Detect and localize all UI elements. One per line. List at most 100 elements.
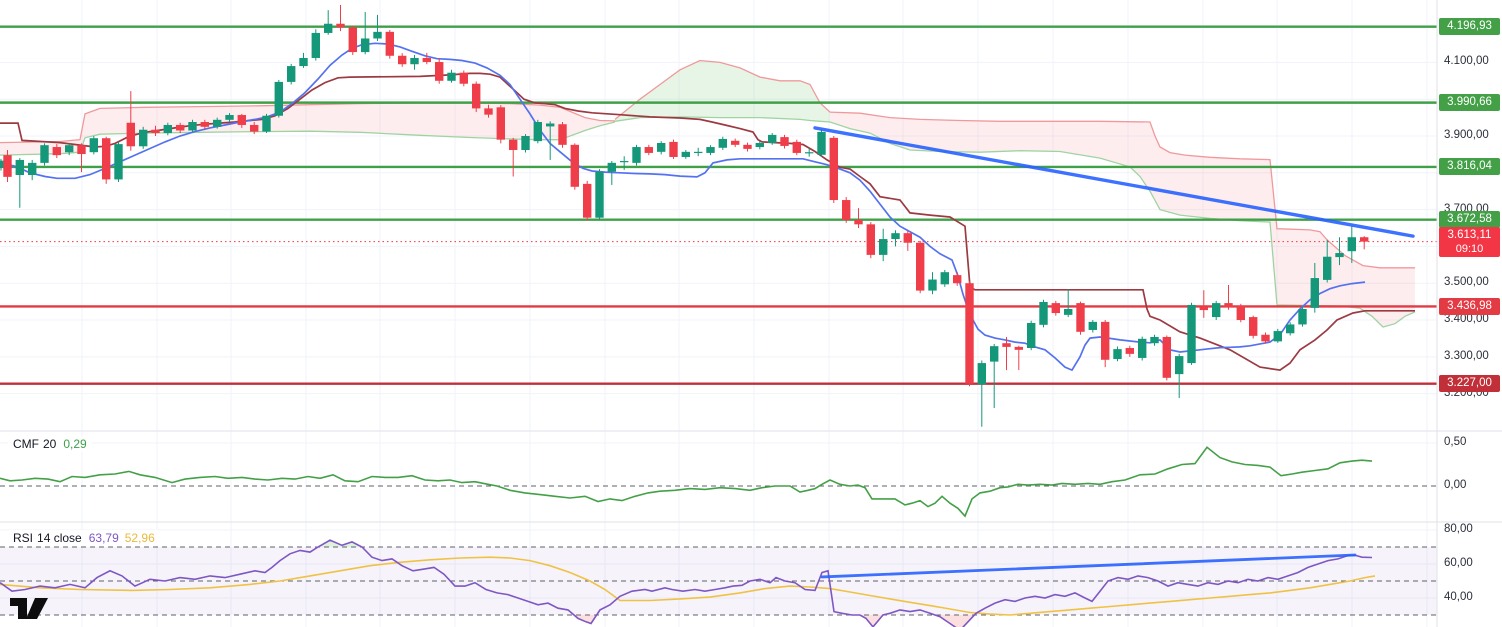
candle-down (348, 27, 357, 53)
axis-price-label: 0,50 (1444, 436, 1467, 448)
cmf-line (0, 446, 1373, 518)
candle-up (694, 151, 703, 154)
candle-down (1101, 321, 1110, 360)
candle-up (632, 147, 641, 163)
candle-up (521, 136, 530, 150)
cmf-legend[interactable]: CMF 20 0,29 (8, 436, 92, 452)
trendline-main[interactable] (813, 126, 1415, 238)
candle-up (1027, 322, 1036, 348)
candle-down (842, 200, 851, 220)
candle-up (1335, 253, 1344, 258)
candle-up (311, 32, 320, 58)
candle-up (607, 162, 616, 172)
candle-down (472, 83, 481, 109)
candle-down (1249, 317, 1258, 336)
rsi-legend[interactable]: RSI 14 close 63,79 52,96 (8, 530, 160, 546)
candle-up (706, 147, 715, 153)
cmf-title: CMF (13, 437, 39, 451)
candle-down (644, 147, 653, 153)
candle-up (287, 66, 296, 82)
candle-down (435, 62, 444, 81)
candle-up (681, 151, 690, 157)
candle-up (15, 159, 24, 176)
candle-down (731, 140, 740, 145)
rsi-param: 14 close (37, 531, 82, 545)
candle-up (940, 272, 949, 285)
cloud-lower-line (829, 121, 1416, 328)
candle-down (1051, 303, 1060, 314)
candle-down (398, 55, 407, 65)
candle-up (188, 122, 197, 131)
candle-up (274, 81, 283, 116)
rsi-band (0, 547, 1437, 615)
candle-up (805, 152, 814, 154)
price-badge-green: 3.990,66 (1439, 94, 1500, 112)
axis-price-label: 3.300,00 (1444, 349, 1489, 362)
candle-down (792, 141, 801, 153)
candle-up (262, 115, 271, 132)
candle-up (1064, 308, 1073, 315)
candle-down (52, 147, 61, 156)
candle-up (891, 233, 900, 240)
axis-price-label: 40,00 (1444, 591, 1473, 603)
candle-down (780, 137, 789, 146)
rsi-oversold-fill (574, 615, 597, 624)
cloud-fill (0, 102, 615, 156)
candle-down (200, 122, 209, 127)
axis-price-label: 60,00 (1444, 557, 1473, 569)
candle-down (866, 224, 875, 255)
candle-up (1310, 278, 1319, 308)
axis-price-label: 80,00 (1444, 523, 1473, 535)
candle-up (299, 57, 308, 67)
tradingview-logo[interactable] (8, 591, 56, 621)
candle-up (620, 161, 629, 163)
price-badge-green: 3.816,04 (1439, 158, 1500, 176)
candle-down (1125, 347, 1134, 354)
cmf-param: 20 (43, 437, 57, 451)
candle-up (447, 72, 456, 81)
price-badge-current: 3.613,11 09:10 (1439, 226, 1500, 257)
candle-down (1199, 307, 1208, 311)
candle-down (509, 139, 518, 150)
rsi-line (0, 539, 1373, 627)
kijun-line (0, 72, 1415, 371)
candle-up (928, 279, 937, 291)
candle-up (1347, 237, 1356, 252)
rsi-value-ma: 52,96 (124, 531, 155, 545)
candle-down (1236, 306, 1245, 321)
cloud-upper-line (829, 111, 1415, 269)
candle-up (977, 363, 986, 385)
rsi-value-main: 63,79 (88, 531, 119, 545)
candle-up (1150, 336, 1159, 344)
candle-up (768, 134, 777, 143)
candle-down (669, 141, 678, 157)
candle-up (410, 57, 419, 65)
price-badge-red: 3.436,98 (1439, 297, 1500, 315)
candle-up (1039, 301, 1048, 325)
candle-down (965, 283, 974, 384)
candle-up (89, 138, 98, 153)
candle-up (1175, 356, 1184, 375)
candle-down (484, 108, 493, 115)
candle-up (546, 123, 555, 127)
axis-price-label: 3.500,00 (1444, 276, 1489, 289)
candle-down (743, 144, 752, 149)
cloud-fill (615, 60, 830, 122)
candle-up (1286, 324, 1295, 334)
candle-down (385, 31, 394, 56)
candle-down (151, 129, 160, 134)
candle-down (1076, 303, 1085, 332)
candle-down (558, 124, 567, 145)
trendline-rsi[interactable] (820, 553, 1357, 579)
candle-down (1162, 336, 1171, 378)
tradingview-logo-icon (10, 598, 48, 619)
rsi-oversold-fill (935, 615, 975, 627)
candle-up (225, 115, 234, 120)
candle-up (139, 129, 148, 147)
candle-up (595, 171, 604, 218)
candle-up (1113, 349, 1122, 360)
candle-up (324, 23, 333, 33)
candle-up (1088, 321, 1097, 330)
